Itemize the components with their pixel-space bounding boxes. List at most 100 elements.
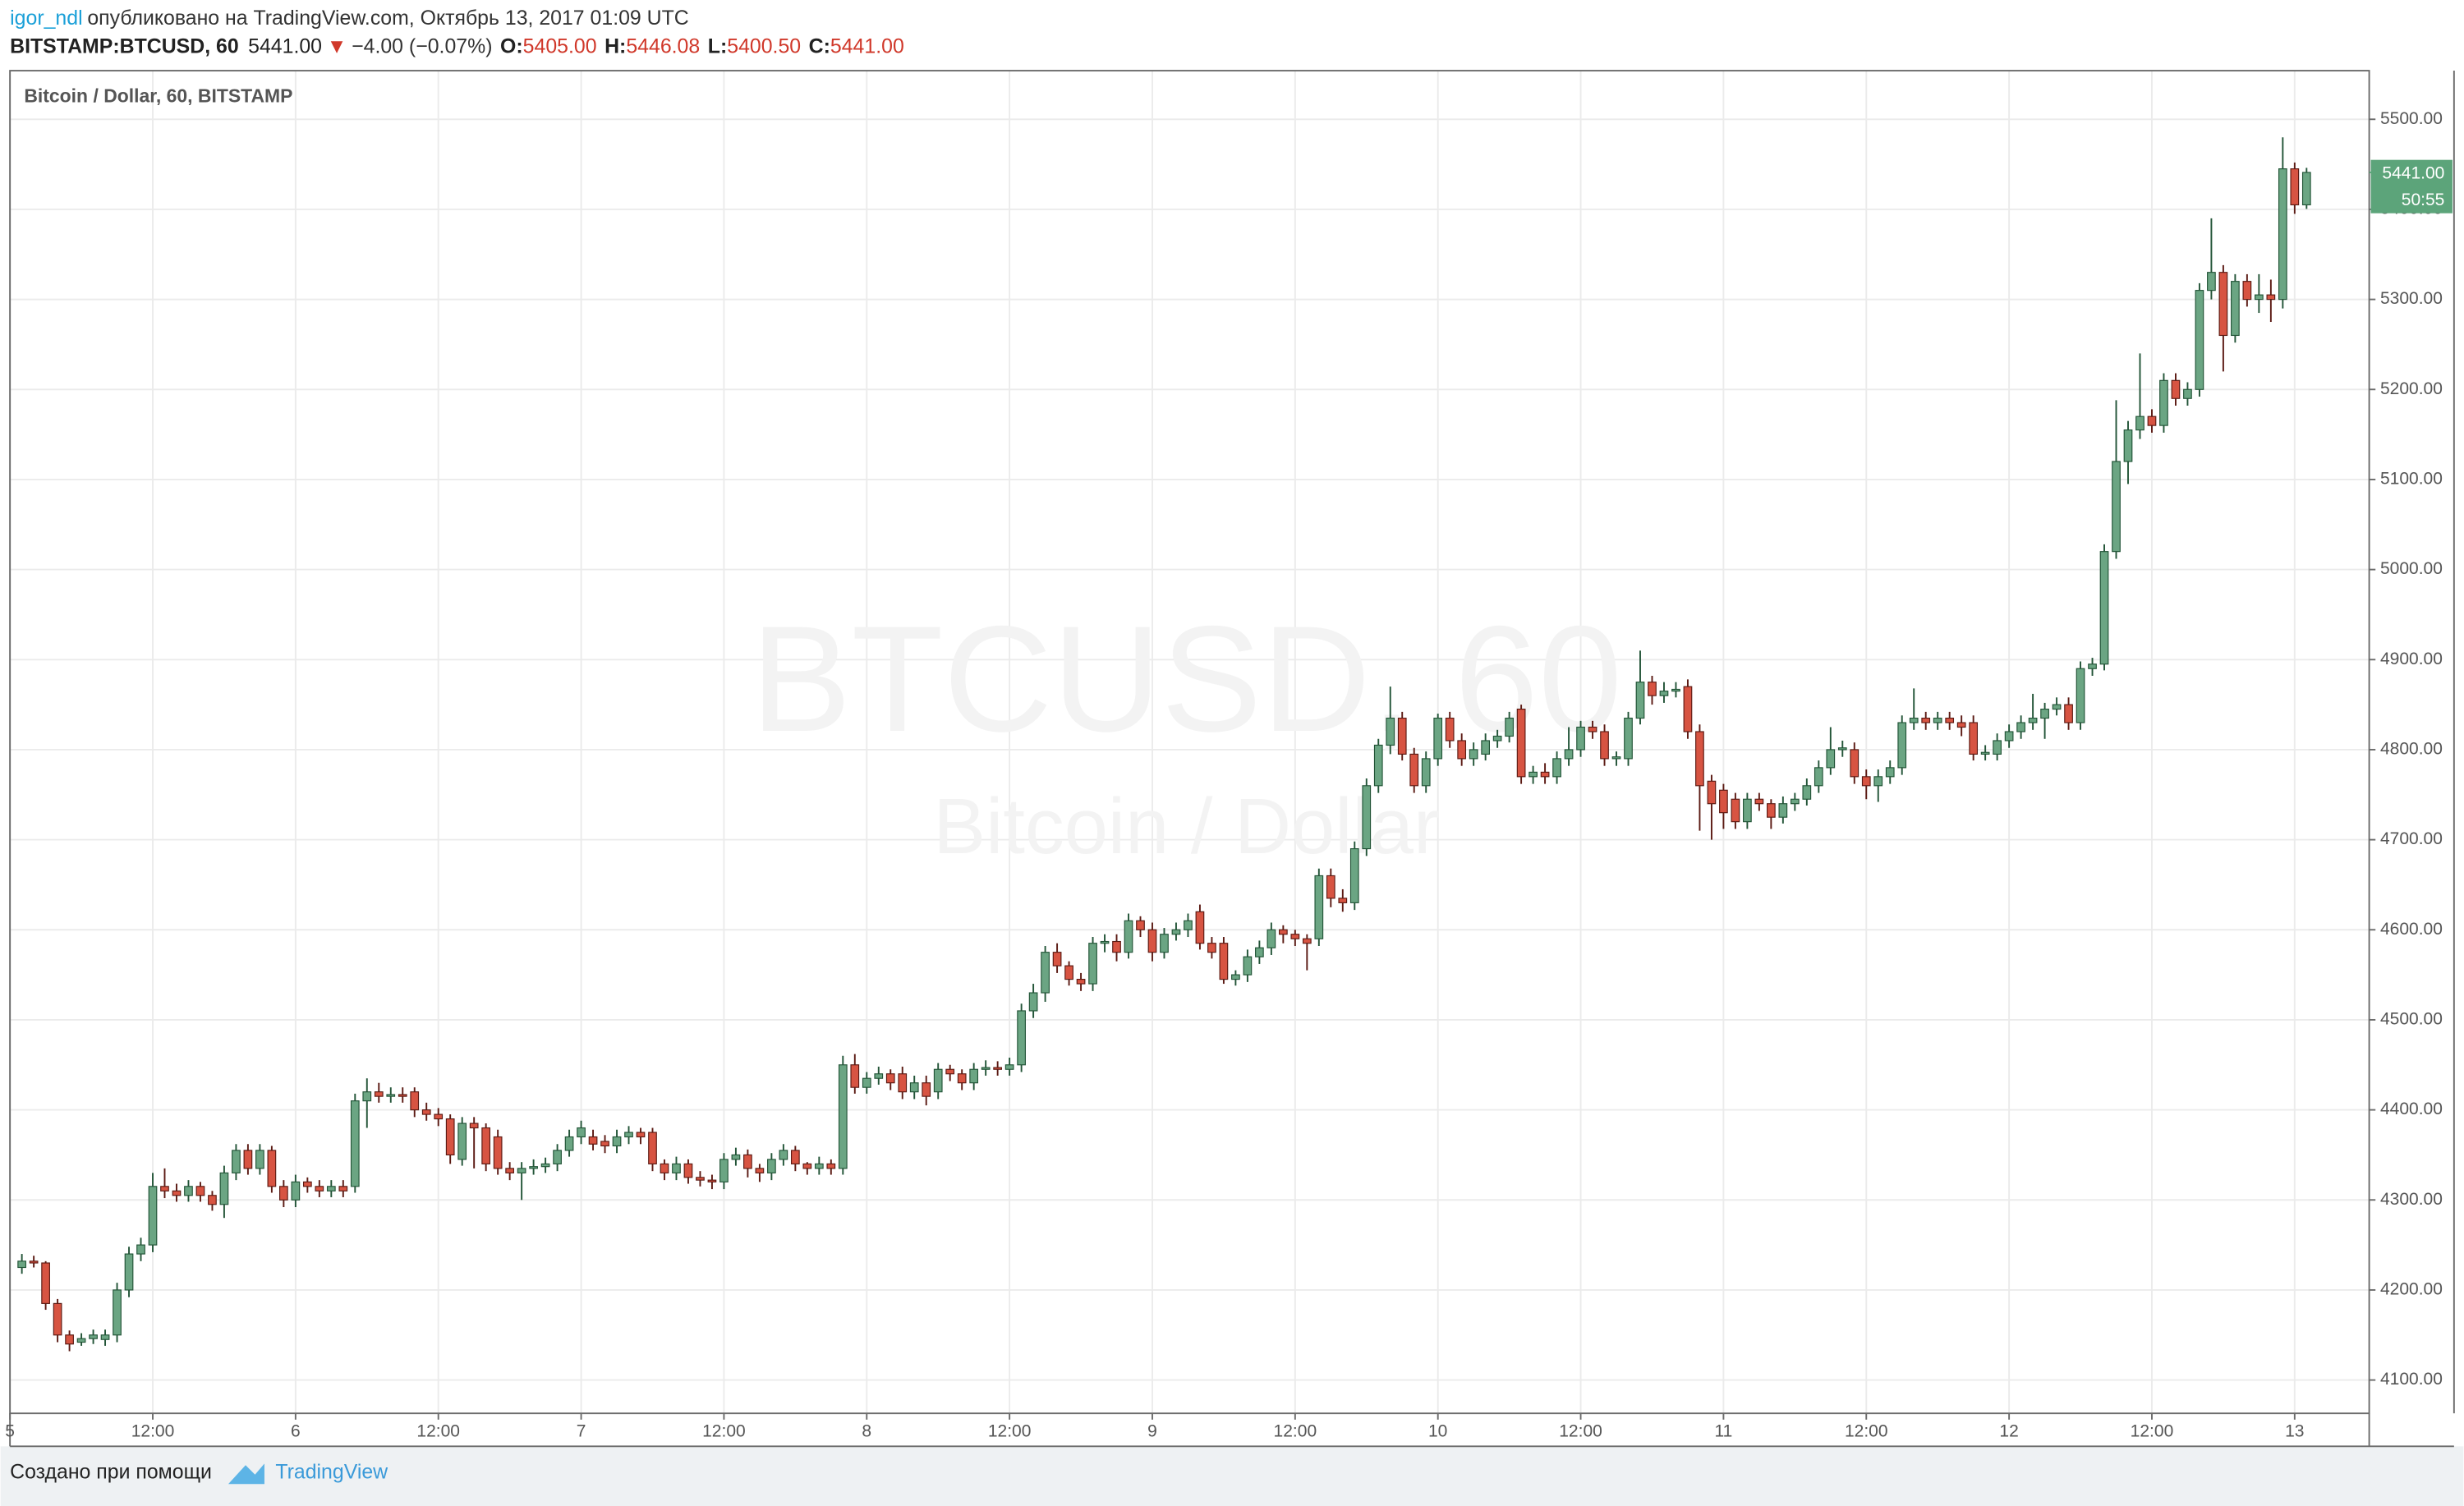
candle-body [945,1068,955,1075]
candle-body [184,1186,193,1196]
x-tick-label: 11 [1714,1422,1732,1441]
candle-body [1945,717,1955,723]
candle-body [993,1067,1003,1070]
x-tick-label: 5 [5,1422,15,1441]
candle-body [255,1150,264,1169]
y-tick-label: 4400.00 [2380,1100,2443,1118]
candle-body [1743,798,1752,823]
candle-body [1279,929,1288,935]
open-value: 5405.00 [523,34,597,57]
footer-bar [0,1446,2464,1506]
candle-body [113,1289,122,1336]
candle-body [350,1100,360,1187]
x-tick-label: 6 [291,1422,301,1441]
candle-body [2242,281,2252,301]
low-value: 5400.50 [727,34,801,57]
candle-body [1659,691,1669,696]
candle-body [1576,726,1585,751]
x-tick-label: 7 [577,1422,586,1441]
candle-body [89,1334,98,1339]
candle-body [1767,803,1776,818]
y-tick-label: 5300.00 [2380,289,2443,308]
candle-body [100,1334,110,1340]
candle-body [1529,771,1538,778]
candle-body [1088,943,1097,985]
candle-body [1124,920,1133,953]
y-tick-label: 5100.00 [2380,470,2443,489]
candles [17,137,2311,1352]
candle-body [624,1132,633,1138]
candle-body [2064,704,2073,723]
legend: Bitcoin / Dollar, 60, BITSTAMP [24,85,292,107]
candle-body [564,1136,574,1151]
candle-body [195,1186,205,1196]
candle-body [1956,722,1966,728]
candle-body [136,1244,145,1255]
candle-body [1707,780,1717,805]
candle-body [1921,717,1931,723]
candle-body [279,1186,288,1201]
candle-body [648,1132,657,1164]
x-tick-label: 12:00 [702,1422,746,1441]
candle-body [1600,731,1609,760]
candle-body [2159,379,2168,426]
candle-body [1338,898,1348,903]
candle-body [219,1172,229,1205]
candle-body [1588,726,1597,732]
candle-body [1540,771,1550,778]
candle-body [1826,749,1836,769]
y-tick-label: 4200.00 [2380,1279,2443,1298]
y-tick-label: 4300.00 [2380,1190,2443,1209]
candle-body [1980,751,1990,755]
candle-body [398,1094,407,1097]
candle-body [2278,168,2287,301]
tv-brand[interactable]: TradingView [275,1460,388,1483]
close-value: 5441.00 [830,34,904,57]
candle-body [1885,767,1895,778]
candle-body [1648,682,1657,696]
candle-body [2207,272,2216,292]
candle-body [1421,758,1431,787]
candle-body [731,1154,741,1160]
candle-body [29,1260,39,1264]
y-tick-label: 5200.00 [2380,379,2443,398]
candle-body [933,1068,943,1093]
tv-logo[interactable]: TradingView [228,1460,388,1485]
watermark: BTCUSD, 60 [751,595,1622,763]
candle-body [790,1150,800,1164]
candle-body [2231,281,2240,337]
candle-body [2135,416,2145,431]
y-tick-label: 5000.00 [2380,559,2443,578]
candle-body [1266,929,1276,948]
candle-body [1695,731,1704,787]
candle-body [529,1166,538,1169]
candle-body [1373,744,1383,787]
y-tick-label: 4600.00 [2380,920,2443,939]
candle-body [2076,668,2085,723]
candle-body [1052,952,1062,967]
candle-body [53,1302,62,1336]
candle-body [707,1179,717,1182]
candle-body [2004,731,2014,742]
candle-body [1243,956,1253,976]
made-with: Создано при помощи [10,1460,212,1483]
author[interactable]: igor_ndl [10,7,82,30]
candle-body [457,1123,467,1160]
y-tick-label: 5500.00 [2380,109,2443,128]
candle-body [2183,388,2192,399]
y-tick-label: 4900.00 [2380,650,2443,668]
y-tick-label: 4700.00 [2380,829,2443,848]
candle-body [922,1082,931,1097]
x-tick-label: 12:00 [2131,1422,2174,1441]
candle-body [1255,947,1264,957]
candle-body [445,1118,455,1156]
candle-body [315,1186,324,1191]
candle-body [600,1141,609,1147]
candle-body [2301,172,2311,206]
candle-body [232,1150,241,1173]
candle-body [969,1068,979,1084]
symbol: BITSTAMP:BTCUSD, 60 [10,34,239,57]
